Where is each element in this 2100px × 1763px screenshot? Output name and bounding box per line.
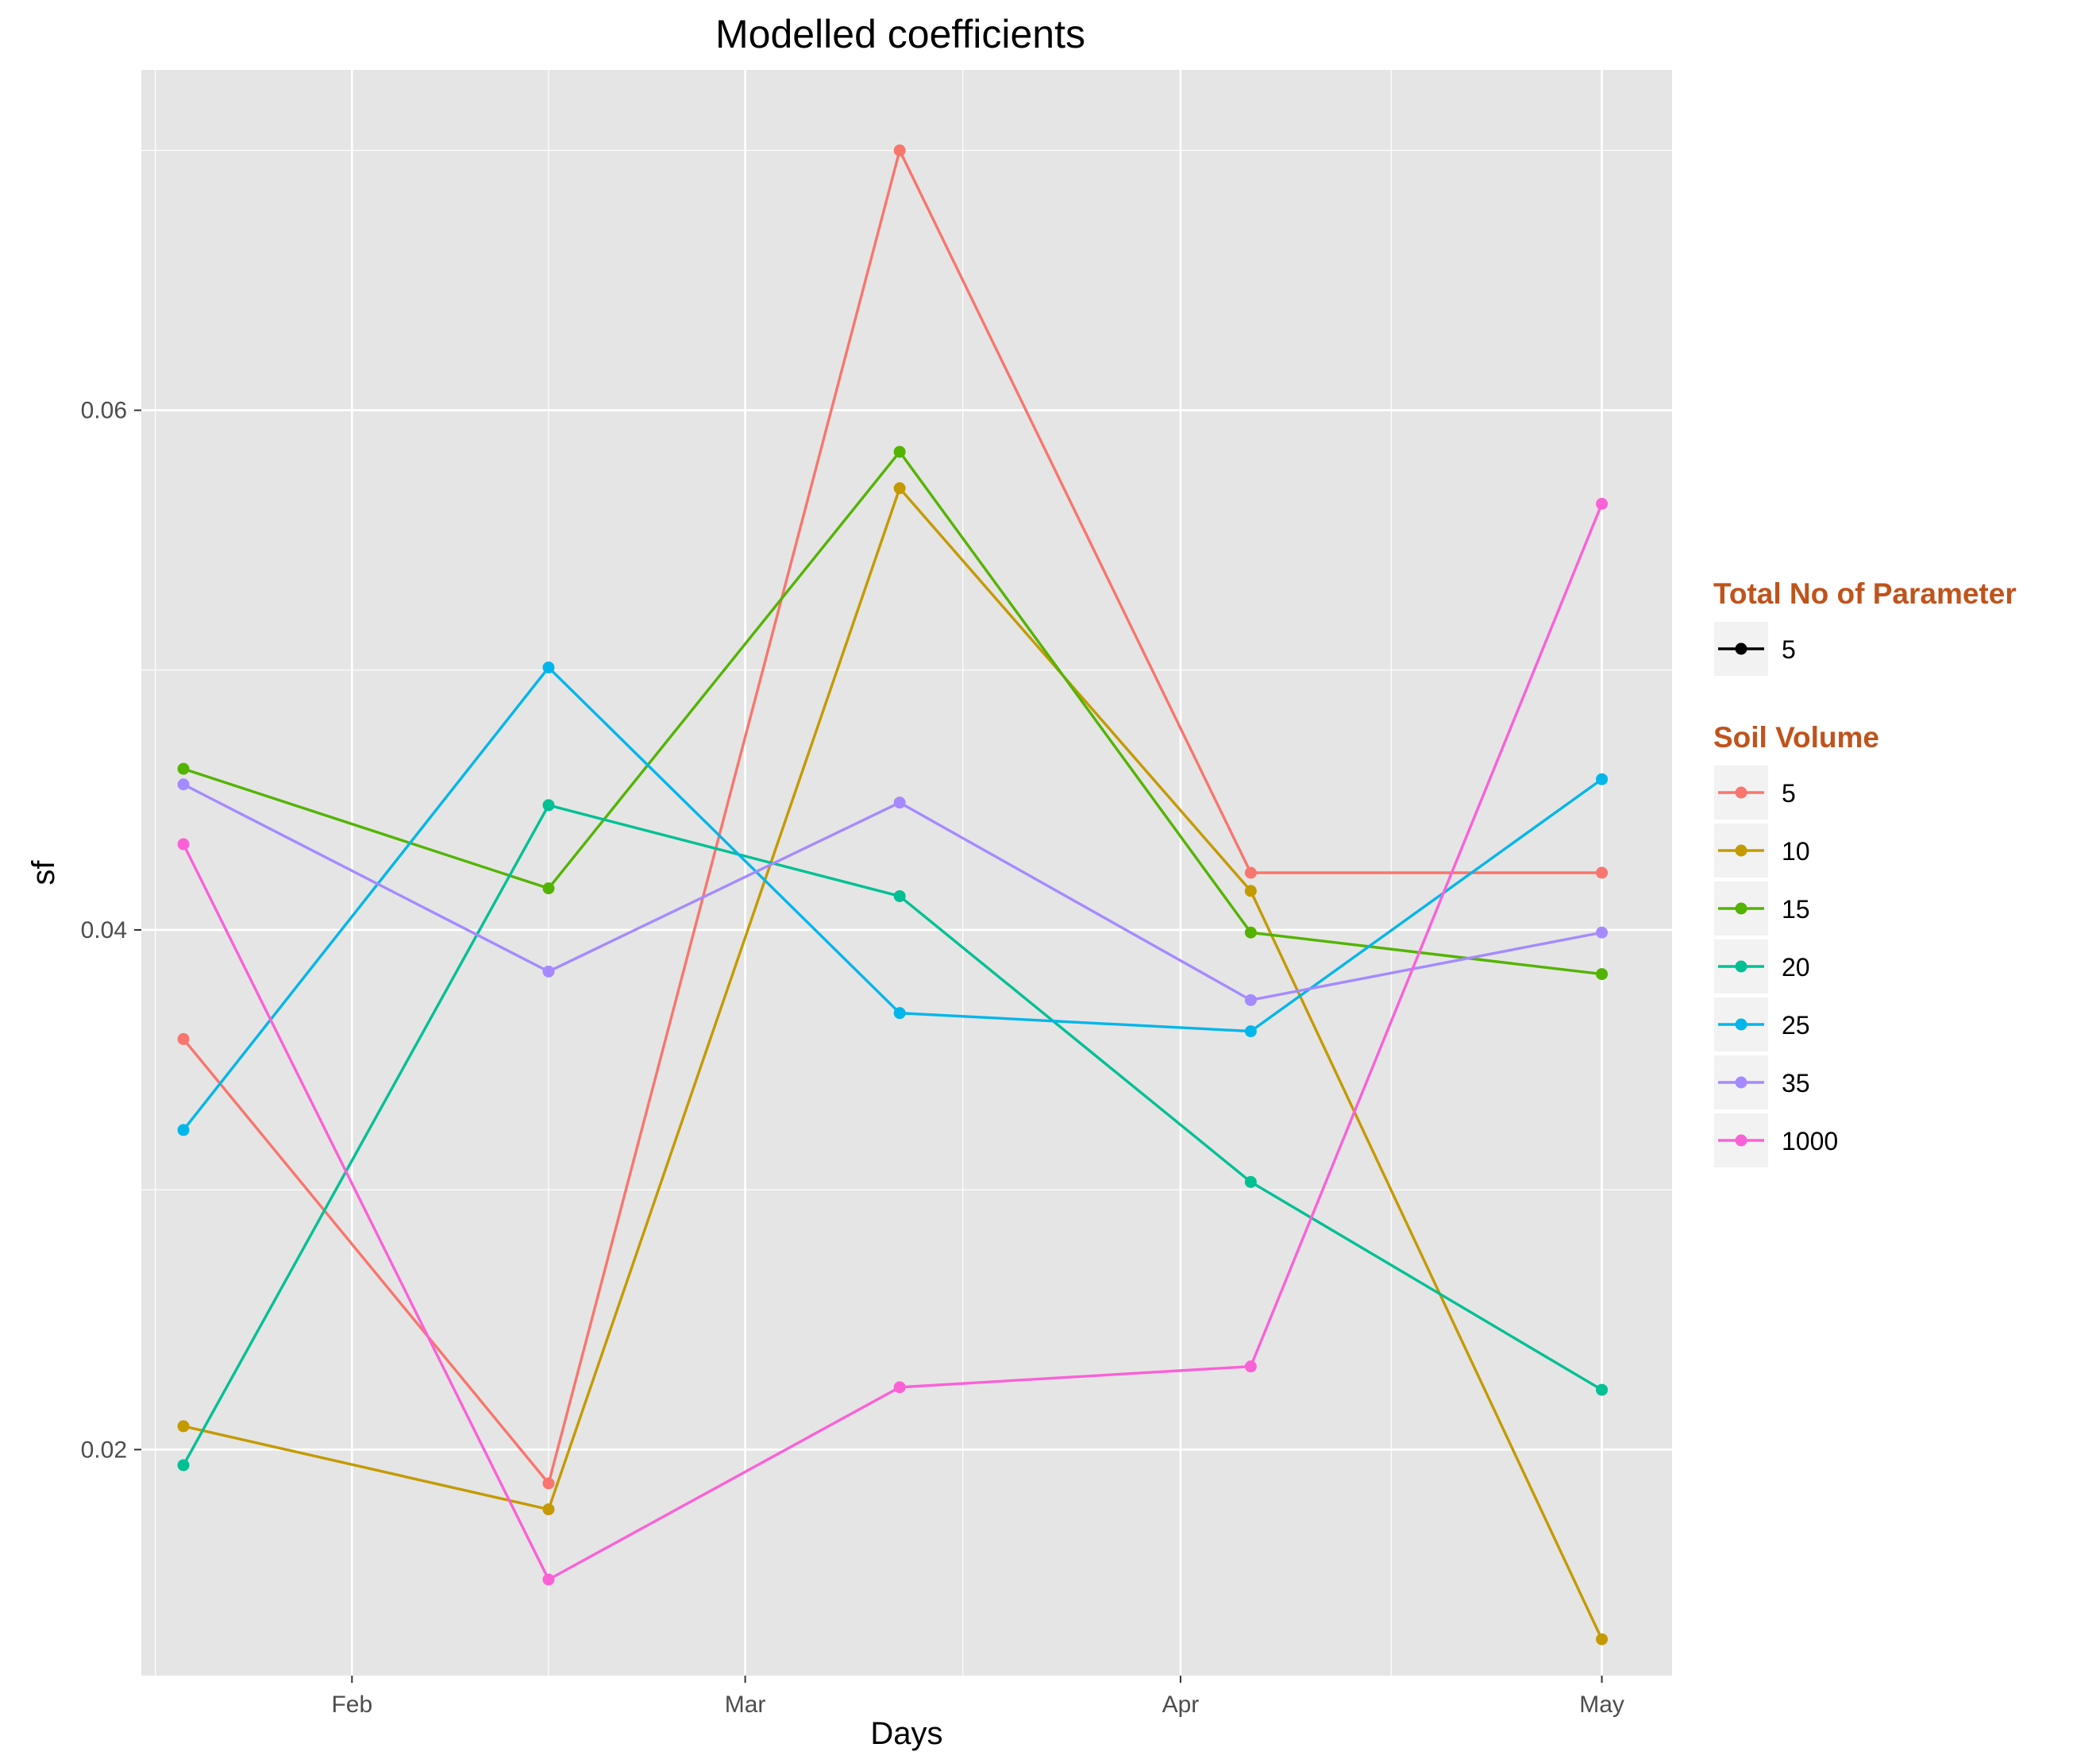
legend-label: 1000 — [1782, 1127, 1838, 1155]
legend-volume-entries: 5 10 15 20 25 35 1000 — [1714, 766, 1838, 1167]
legend-parameter-entries: 5 — [1714, 622, 1796, 676]
y-tick-label: 0.06 — [81, 398, 127, 424]
legend-entry-volume-10: 10 — [1714, 824, 1810, 878]
legend-entry-parameter-5: 5 — [1714, 622, 1796, 676]
data-point — [1244, 993, 1257, 1006]
x-tick-label: Feb — [331, 1692, 372, 1718]
data-point — [1244, 1025, 1257, 1038]
legend-entry-volume-15: 15 — [1714, 882, 1810, 936]
series-20 — [177, 799, 1609, 1472]
data-point — [1244, 1360, 1257, 1373]
data-point — [1596, 497, 1609, 510]
y-axis-title: sf — [26, 860, 61, 885]
legend-label: 10 — [1782, 837, 1810, 866]
data-point — [542, 1503, 555, 1516]
data-point — [177, 1124, 190, 1136]
data-point — [542, 662, 555, 674]
legend-entry-volume-20: 20 — [1714, 939, 1810, 993]
data-point — [1244, 926, 1257, 939]
legend-label: 35 — [1782, 1069, 1810, 1098]
legend-entry-volume-35: 35 — [1714, 1055, 1810, 1109]
data-point — [893, 889, 906, 902]
data-point — [1596, 866, 1609, 879]
legend-entry-volume-5: 5 — [1714, 766, 1796, 820]
legend-key-point — [1735, 1076, 1747, 1089]
series-1000 — [177, 497, 1609, 1586]
series-35 — [177, 778, 1609, 1006]
data-point — [1596, 926, 1609, 939]
data-point — [1244, 885, 1257, 897]
data-point — [1596, 1383, 1609, 1396]
data-point — [893, 446, 906, 458]
x-tick-label: Apr — [1162, 1692, 1200, 1718]
y-tick-label: 0.04 — [81, 917, 127, 943]
data-point — [893, 797, 906, 809]
series-10 — [177, 482, 1609, 1645]
legend-label: 20 — [1782, 953, 1810, 982]
legend: Total No of Parameter 5 Soil Volume 5 10 1… — [1713, 577, 2017, 1167]
data-point — [542, 799, 555, 812]
data-point — [177, 1459, 190, 1472]
legend-entry-volume-1000: 1000 — [1714, 1113, 1838, 1167]
legend-key-point — [1735, 1018, 1747, 1031]
data-point — [1244, 866, 1257, 879]
minor-gridlines — [141, 70, 1672, 1676]
data-point — [177, 778, 190, 791]
y-tick-label: 0.02 — [81, 1437, 127, 1463]
legend-label: 5 — [1782, 779, 1796, 808]
data-point — [1244, 1175, 1257, 1188]
data-point — [1596, 1633, 1609, 1645]
data-point — [177, 1032, 190, 1045]
data-point — [542, 882, 555, 895]
series-lines — [177, 144, 1609, 1645]
series-25 — [177, 662, 1609, 1136]
data-point — [893, 482, 906, 495]
legend-key-point — [1735, 902, 1747, 915]
legend-entry-volume-25: 25 — [1714, 997, 1810, 1051]
data-point — [542, 1477, 555, 1490]
legend-key-point — [1735, 844, 1747, 857]
legend-title-parameter: Total No of Parameter — [1713, 577, 2017, 610]
chart-title: Modelled coefficients — [715, 12, 1085, 56]
data-point — [893, 144, 906, 156]
legend-title-soil-volume: Soil Volume — [1713, 721, 1879, 754]
data-point — [1596, 968, 1609, 981]
data-point — [893, 1007, 906, 1020]
data-point — [542, 1573, 555, 1586]
legend-label: 25 — [1782, 1011, 1810, 1040]
legend-key-point — [1735, 960, 1747, 973]
x-axis-title: Days — [870, 1716, 942, 1751]
x-axis: Feb Mar Apr May — [331, 1676, 1624, 1718]
x-tick-label: May — [1579, 1692, 1624, 1718]
data-point — [177, 838, 190, 851]
legend-key-point — [1735, 642, 1747, 655]
y-axis: 0.02 0.04 0.06 — [81, 398, 141, 1463]
legend-label: 15 — [1782, 895, 1810, 924]
legend-key-point — [1735, 1134, 1747, 1147]
data-point — [177, 1420, 190, 1433]
data-point — [177, 762, 190, 775]
x-tick-label: Mar — [725, 1692, 766, 1718]
data-point — [893, 1381, 906, 1394]
data-point — [1596, 773, 1609, 785]
legend-label: 5 — [1782, 635, 1796, 664]
legend-key-point — [1735, 786, 1747, 799]
data-point — [542, 965, 555, 978]
